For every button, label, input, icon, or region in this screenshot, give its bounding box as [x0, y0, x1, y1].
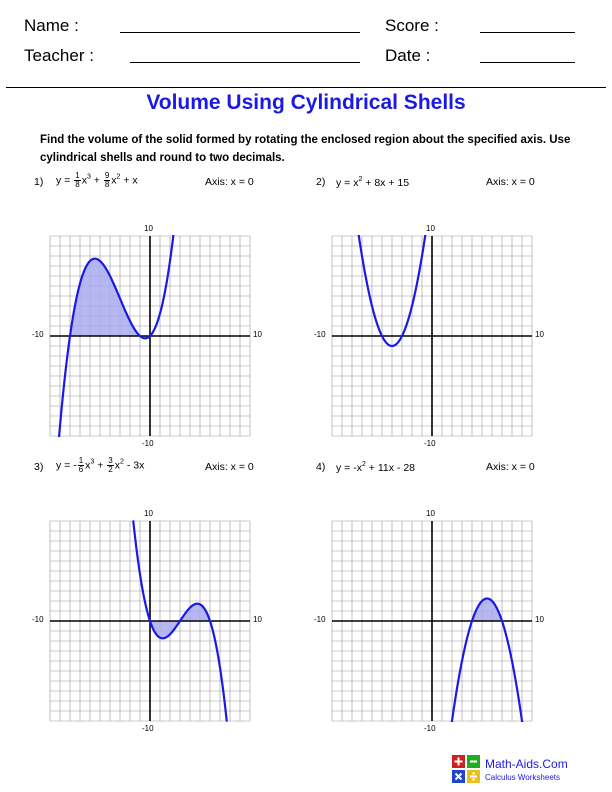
- date-field[interactable]: [480, 62, 575, 63]
- problem-equation: y = 1 8 x3 + 9 8 x2 + x: [56, 171, 138, 189]
- footer-subtitle: Calculus Worksheets: [485, 773, 560, 782]
- tick-label-top: 10: [426, 224, 435, 233]
- date-label: Date :: [385, 46, 431, 65]
- tick-label-left: -10: [32, 615, 44, 624]
- footer-brand: Math-Aids.Com: [485, 757, 568, 771]
- instructions: Find the volume of the solid formed by r…: [40, 134, 571, 164]
- problem-equation: y = -1 6 x3 + 3 2 x2 - 3x: [56, 456, 145, 474]
- score-field[interactable]: [480, 32, 575, 33]
- problem-number: 3): [34, 461, 44, 473]
- coordinate-grid: [49, 235, 251, 437]
- graph-problem-3: 10 -10 -10 10: [32, 509, 262, 733]
- function-curve: [357, 235, 427, 348]
- tick-label-top: 10: [144, 509, 153, 518]
- tick-label-top: 10: [144, 224, 153, 233]
- tick-label-bottom: -10: [424, 724, 436, 733]
- tick-label-left: -10: [314, 330, 326, 339]
- axis-note: Axis: x = 0: [205, 176, 254, 188]
- score-label: Score :: [385, 16, 439, 35]
- tick-label-right: 10: [253, 615, 262, 624]
- axis-note: Axis: x = 0: [205, 461, 254, 473]
- graph-problem-1: 10 -10 -10 10: [32, 224, 262, 448]
- coordinate-grid: [331, 520, 533, 722]
- tick-label-right: 10: [535, 330, 544, 339]
- graph-problem-4: 10 -10 -10 10: [314, 509, 544, 733]
- coordinate-grid: [331, 235, 533, 437]
- coordinate-grid: [49, 520, 251, 722]
- header-divider: [6, 87, 606, 88]
- name-field[interactable]: [120, 32, 360, 33]
- problem-number: 1): [34, 176, 44, 188]
- name-label: Name :: [24, 16, 79, 35]
- axis-note: Axis: x = 0: [486, 176, 535, 188]
- tick-label-bottom: -10: [142, 439, 154, 448]
- function-curve: [57, 235, 175, 437]
- function-curve: [132, 520, 228, 722]
- tick-label-left: -10: [32, 330, 44, 339]
- tick-label-right: 10: [253, 330, 262, 339]
- teacher-field[interactable]: [130, 62, 360, 63]
- problem-number: 4): [316, 461, 326, 473]
- tick-label-right: 10: [535, 615, 544, 624]
- problem-equation: y = x2 + 8x + 15: [336, 176, 410, 189]
- math-aids-logo-icon: [452, 755, 480, 783]
- tick-label-left: -10: [314, 615, 326, 624]
- function-curve: [450, 597, 524, 722]
- tick-label-bottom: -10: [142, 724, 154, 733]
- graph-problem-2: 10 -10 -10 10: [314, 224, 544, 448]
- tick-label-top: 10: [426, 509, 435, 518]
- teacher-label: Teacher :: [24, 46, 94, 65]
- axis-note: Axis: x = 0: [486, 461, 535, 473]
- tick-label-bottom: -10: [424, 439, 436, 448]
- shaded-region: [70, 258, 150, 339]
- page-title: Volume Using Cylindrical Shells: [146, 91, 466, 114]
- problem-equation: y = -x2 + 11x - 28: [336, 461, 416, 474]
- problem-number: 2): [316, 176, 326, 188]
